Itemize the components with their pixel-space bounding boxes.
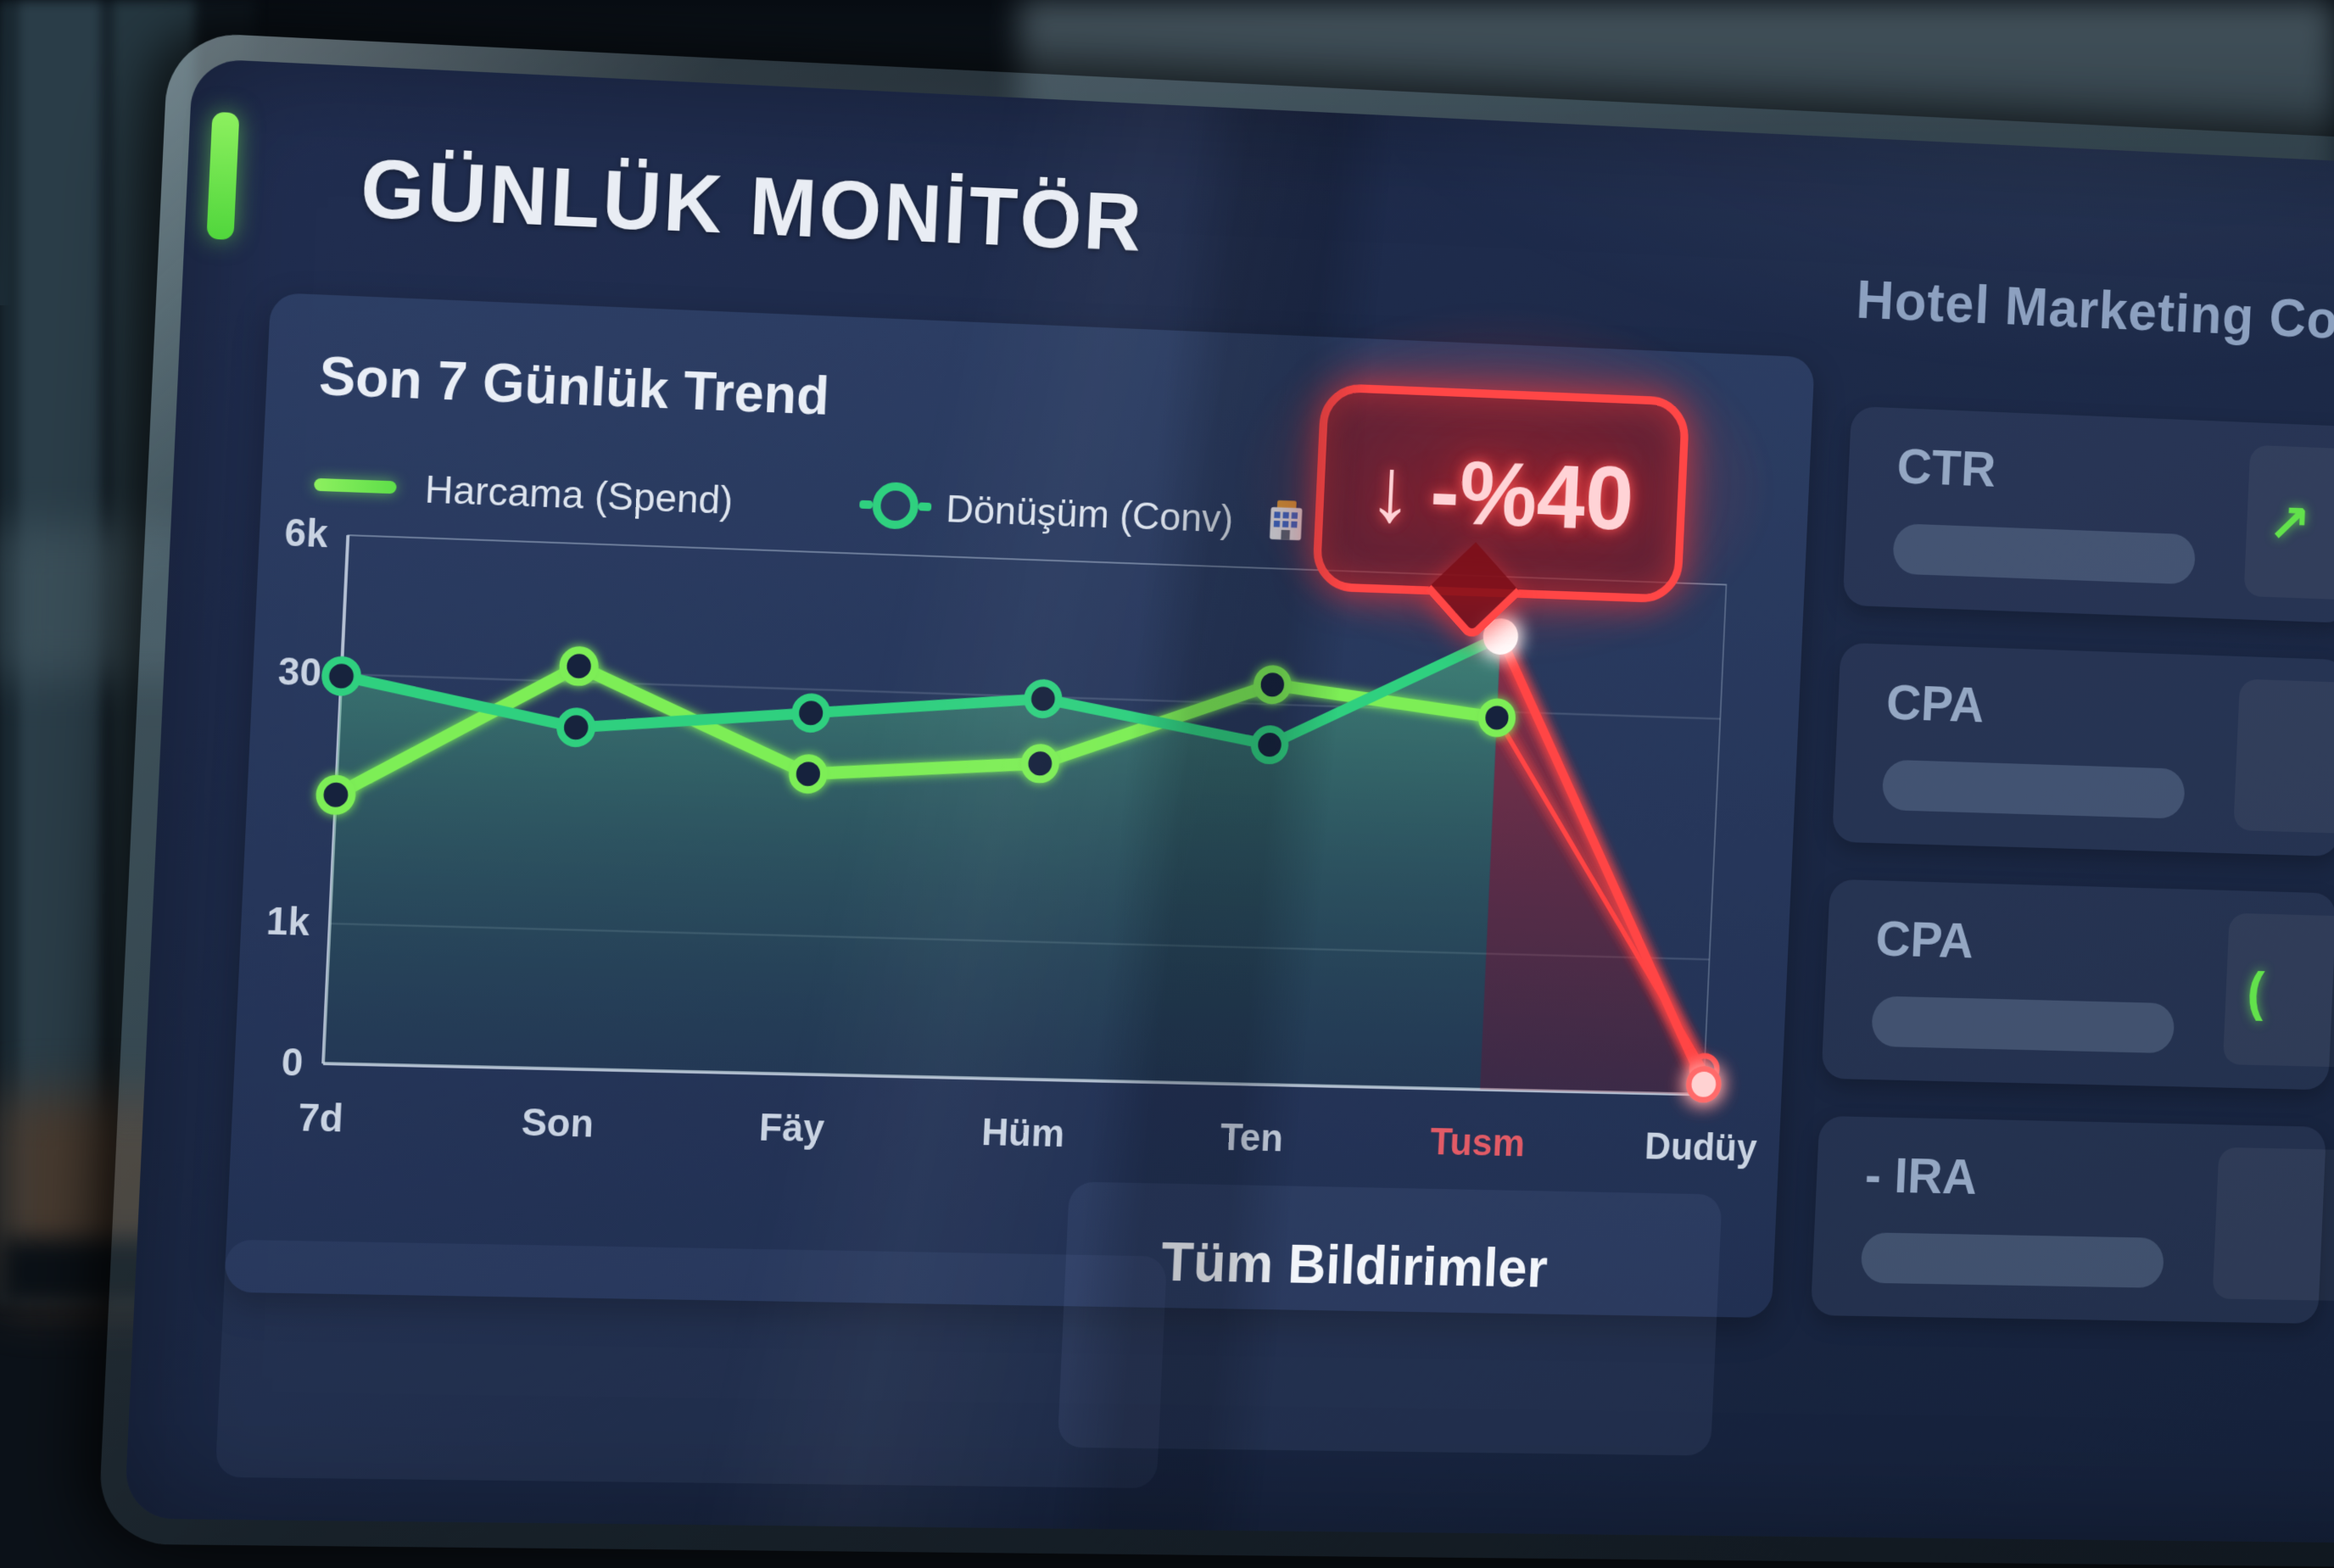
kpi-value-pill xyxy=(1881,759,2186,819)
dashboard-panel: GÜNLÜK MONİTÖR Son 7 Günlük Trend Harcam… xyxy=(124,58,2334,1544)
svg-text:Hüm: Hüm xyxy=(980,1110,1065,1155)
kpi-sub-panel xyxy=(2222,912,2334,1069)
trend-chart-card: Son 7 Günlük Trend Harcama (Spend) Dönüş… xyxy=(223,221,1886,1319)
hotel-icon xyxy=(1265,498,1308,542)
svg-text:30: 30 xyxy=(277,650,322,695)
brand-label: Hotel Marketing Cor xyxy=(1855,269,2334,352)
kpi-card[interactable]: CTR ↗ xyxy=(1842,405,2334,623)
kpi-column: CTR ↗ CPA CPA ( - IRA xyxy=(1809,405,2334,1361)
bottom-card-left[interactable] xyxy=(215,1239,1168,1489)
kpi-label: CPA xyxy=(1885,674,1985,734)
chart-title: Son 7 Günlük Trend xyxy=(317,344,831,427)
svg-text:6k: 6k xyxy=(284,511,330,556)
svg-text:Tusm: Tusm xyxy=(1429,1119,1526,1164)
svg-text:Ten: Ten xyxy=(1220,1115,1284,1159)
legend-swatch xyxy=(314,477,397,494)
kpi-value-pill xyxy=(1870,996,2175,1054)
svg-text:Fäy: Fäy xyxy=(758,1105,826,1150)
kpi-sub-panel xyxy=(2233,678,2334,836)
kpi-label: CTR xyxy=(1896,438,1997,499)
svg-text:7d: 7d xyxy=(297,1095,344,1140)
svg-text:Dudüy: Dudüy xyxy=(1644,1124,1758,1169)
kpi-label: CPA xyxy=(1874,910,1975,969)
kpi-label: - IRA xyxy=(1863,1147,1979,1206)
bottom-card-title-clipped: Tüm Bildirimler xyxy=(1159,1230,1549,1299)
kpi-sub-panel xyxy=(2212,1147,2334,1303)
page-title: GÜNLÜK MONİTÖR xyxy=(358,141,1146,269)
svg-text:1k: 1k xyxy=(265,899,311,944)
accent-bar xyxy=(206,111,240,241)
kpi-trend-icon: ↗ xyxy=(2266,493,2312,555)
monitor-screen: GÜNLÜK MONİTÖR Son 7 Günlük Trend Harcam… xyxy=(97,31,2334,1568)
legend-swatch xyxy=(871,481,920,530)
trend-chart: 6k 30 1k 0 7d Son Fäy Hüm Ten Tusm Dudüy xyxy=(265,511,1758,1169)
kpi-trend-icon: ( xyxy=(2246,961,2266,1021)
kpi-card[interactable]: CPA ( xyxy=(1821,879,2334,1091)
kpi-value-pill xyxy=(1892,523,2197,585)
kpi-card[interactable]: - IRA xyxy=(1810,1115,2334,1324)
alert-value: -%40 xyxy=(1428,440,1636,550)
kpi-value-pill xyxy=(1860,1232,2165,1288)
kpi-card[interactable]: CPA xyxy=(1831,642,2334,857)
alert-badge: ↓ -%40 xyxy=(1311,382,1690,643)
svg-text:0: 0 xyxy=(281,1040,304,1084)
svg-text:Son: Son xyxy=(521,1100,595,1145)
bottom-card-right[interactable]: Tüm Bildirimler xyxy=(1057,1181,1723,1456)
down-arrow-icon: ↓ xyxy=(1366,438,1415,541)
